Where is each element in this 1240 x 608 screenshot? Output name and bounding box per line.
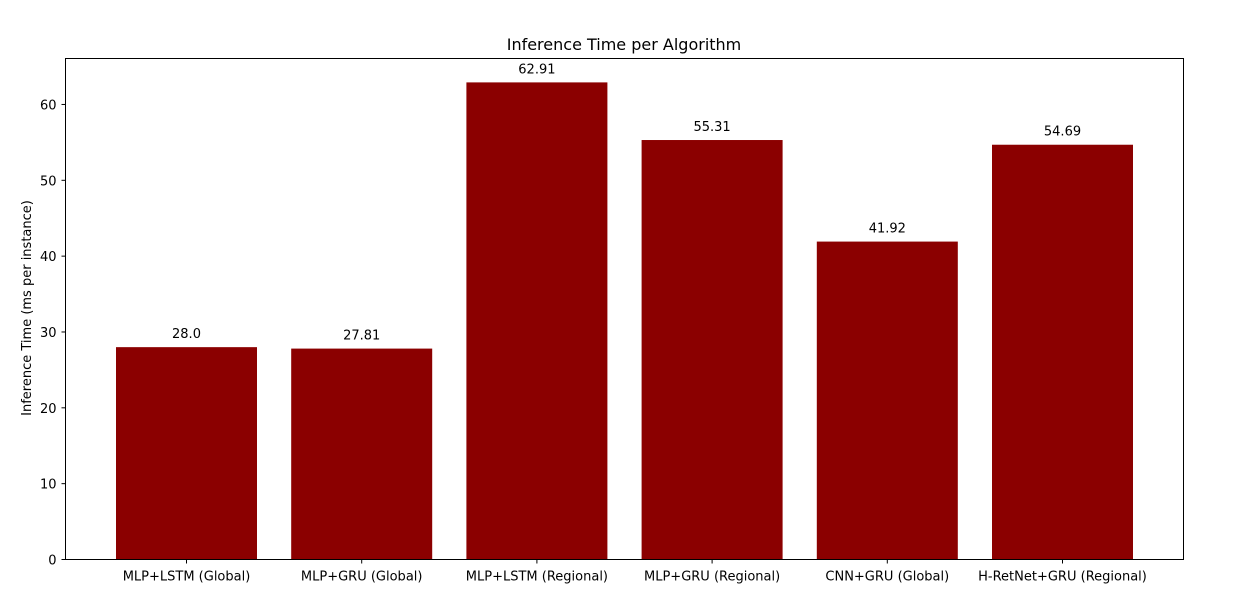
y-tick-label: 60	[40, 98, 57, 113]
x-tick-label: MLP+LSTM (Global)	[123, 570, 251, 585]
chart-title: Inference Time per Algorithm	[507, 35, 742, 54]
y-axis: 0 10 20 30 40 50 60	[40, 98, 66, 569]
x-tick-label: MLP+LSTM (Regional)	[466, 570, 608, 585]
data-label: 41.92	[869, 222, 906, 237]
data-label: 54.69	[1044, 125, 1081, 140]
y-tick-label: 50	[40, 174, 57, 189]
y-tick-label: 0	[48, 554, 56, 569]
bar	[116, 347, 257, 560]
bars-group	[116, 82, 1133, 560]
x-tick-label: CNN+GRU (Global)	[825, 570, 949, 585]
x-tick-label: MLP+GRU (Regional)	[644, 570, 780, 585]
bar	[466, 82, 608, 560]
data-label: 55.31	[693, 120, 730, 135]
y-axis-label: Inference Time (ms per instance)	[20, 200, 35, 416]
bar	[816, 241, 958, 560]
bar	[641, 140, 783, 560]
data-label: 27.81	[343, 329, 380, 344]
y-tick-label: 40	[40, 250, 57, 265]
data-labels-group: 28.0 27.81 62.91 55.31 41.92 54.69	[172, 62, 1081, 343]
x-tick-label: MLP+GRU (Global)	[301, 570, 423, 585]
data-label: 62.91	[518, 62, 555, 77]
plot-frame	[65, 58, 1184, 560]
x-tick-label: H-RetNet+GRU (Regional)	[978, 570, 1147, 585]
y-tick-label: 20	[40, 402, 57, 417]
x-axis: MLP+LSTM (Global) MLP+GRU (Global) MLP+LST…	[123, 559, 1147, 585]
y-tick-label: 10	[40, 478, 57, 493]
bar	[291, 348, 433, 560]
data-label: 28.0	[172, 327, 201, 342]
bar	[992, 144, 1133, 560]
y-tick-label: 30	[40, 326, 57, 341]
